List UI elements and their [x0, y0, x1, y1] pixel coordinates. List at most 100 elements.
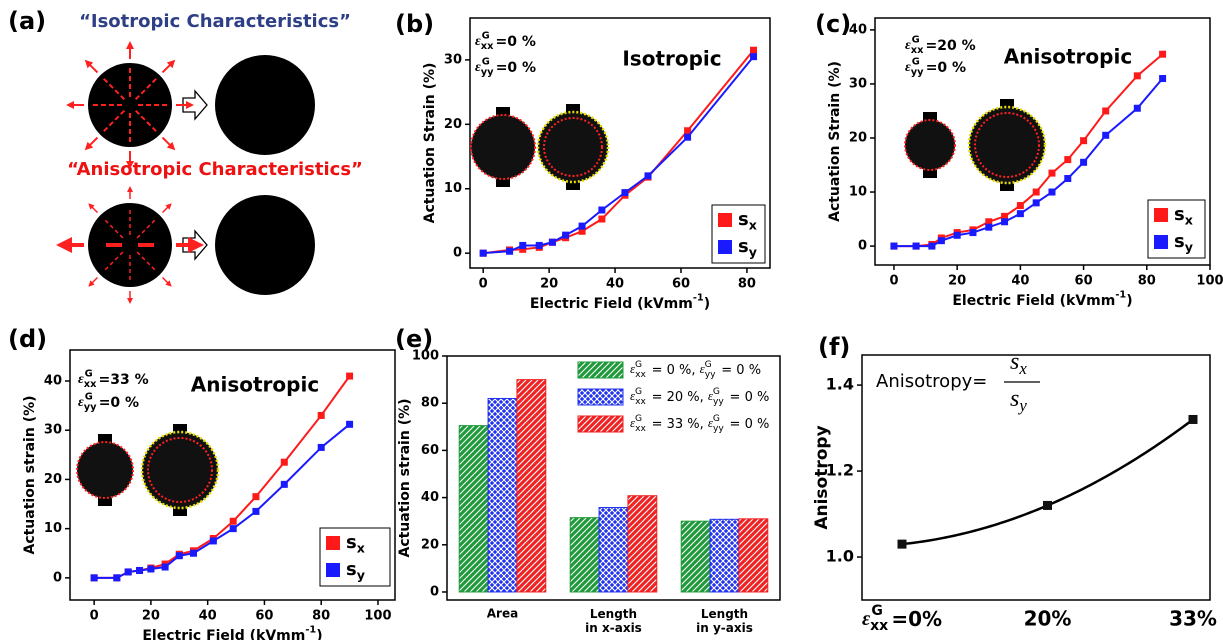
- script-text: yy: [713, 423, 724, 433]
- point: [1133, 104, 1141, 112]
- x-tick-label: 60: [255, 609, 273, 624]
- inset-outline: [536, 110, 610, 184]
- strain-arrow: [84, 59, 99, 74]
- script-text: xx: [911, 45, 924, 56]
- panel-label: (e): [395, 325, 433, 353]
- text-line: Length: [701, 607, 748, 621]
- legend-swatch: [1154, 208, 1168, 222]
- point: [598, 206, 606, 214]
- text-run: = 20 %,: [647, 390, 707, 405]
- radial-dash: [104, 251, 124, 271]
- legend-swatch: [1154, 235, 1168, 249]
- point: [189, 549, 197, 557]
- legend-label: εxxG = 20 %, εyyG = 0 %: [630, 387, 769, 407]
- strain-arrow: [84, 136, 99, 151]
- text-run: s: [346, 559, 357, 580]
- script-text: yy: [911, 67, 924, 78]
- text-line: in y-axis: [696, 620, 753, 634]
- script-text: y: [1017, 396, 1027, 415]
- script-text: G: [912, 35, 920, 46]
- point: [1043, 500, 1052, 510]
- strain-arrow: [161, 203, 172, 214]
- y-axis-title: Actuation Strain (%): [422, 63, 438, 224]
- x-axis-title: Electric Field (kVmm-1): [142, 625, 322, 640]
- point: [1102, 107, 1110, 115]
- radial-dash: [134, 77, 158, 101]
- point: [548, 238, 556, 246]
- script-text: x: [749, 217, 757, 232]
- inset-film: [142, 432, 218, 508]
- panel-label: (b): [395, 10, 434, 38]
- legend-swatch: [577, 415, 624, 433]
- annotation: εxxG =20 %: [905, 35, 976, 57]
- y-tick-label: 30: [44, 423, 62, 438]
- point: [897, 539, 907, 549]
- y-tick-label: 0: [53, 570, 62, 585]
- point: [750, 53, 758, 61]
- script-text: x: [357, 540, 365, 555]
- x-tick-label: Length in x-axis: [585, 607, 642, 635]
- legend-swatch: [718, 240, 732, 254]
- text-run: ε: [475, 34, 481, 49]
- x-tick-label: 60: [1075, 274, 1093, 289]
- strain-arrow: [161, 276, 172, 287]
- y-tick-label: 10: [849, 185, 867, 200]
- formula-text: sx: [1010, 349, 1027, 379]
- script-text: yy: [84, 402, 97, 413]
- inset-outline: [974, 112, 1040, 178]
- y-tick-label: 40: [44, 374, 62, 389]
- x-tick-label: 20: [540, 277, 558, 292]
- script-text: yy: [481, 67, 494, 78]
- point: [1064, 175, 1072, 183]
- point: [1048, 188, 1056, 196]
- bar: [516, 379, 547, 593]
- point: [1032, 199, 1040, 207]
- legend-label: εxxG = 0 %, εyyG = 0 %: [630, 360, 761, 380]
- inset-outline: [147, 437, 213, 503]
- series-line: [94, 423, 351, 579]
- strain-arrow: [88, 276, 99, 287]
- point: [1048, 169, 1056, 177]
- annotation: εyyG =0 %: [905, 57, 966, 78]
- script-text: G: [912, 57, 920, 68]
- y-tick-label: 30: [849, 76, 867, 91]
- y-tick-label: 40: [849, 22, 867, 37]
- point: [346, 420, 354, 428]
- inset-film: [969, 107, 1045, 183]
- script-text: yy: [713, 396, 724, 406]
- series-line: [893, 53, 1164, 248]
- point: [912, 242, 920, 250]
- point: [578, 227, 586, 235]
- point: [1080, 158, 1088, 166]
- plot-frame: [446, 355, 781, 601]
- text-run: ε: [862, 608, 871, 630]
- inset-film: [77, 442, 133, 498]
- text-run: s: [346, 532, 357, 553]
- point: [985, 218, 993, 226]
- legend-label: sx: [1174, 204, 1193, 227]
- x-tick-label: 100: [1196, 274, 1223, 289]
- bar: [458, 425, 489, 593]
- x-tick-label: 60: [672, 277, 690, 292]
- diagram-title: “Anisotropic Characteristics”: [67, 159, 363, 180]
- legend-label: εxxG = 33 %, εyyG = 0 %: [630, 414, 769, 434]
- point: [644, 172, 652, 180]
- text-run: = 0 %: [717, 363, 761, 378]
- point: [317, 443, 325, 451]
- y-tick-label: 1.4: [826, 375, 854, 394]
- point: [578, 222, 586, 230]
- series-line: [893, 77, 1164, 248]
- point: [506, 247, 514, 255]
- inset-outline: [904, 119, 956, 171]
- text-run: ε: [708, 388, 714, 403]
- y-tick-label: 80: [421, 396, 439, 411]
- script-text: G: [482, 57, 490, 68]
- point: [113, 574, 121, 582]
- y-tick-label: 60: [421, 443, 439, 458]
- inset-outline: [76, 441, 134, 499]
- y-tick-label: 30: [444, 52, 462, 67]
- point: [1032, 188, 1040, 196]
- point: [1133, 72, 1141, 80]
- point: [1159, 75, 1167, 83]
- legend-label: sx: [738, 209, 757, 232]
